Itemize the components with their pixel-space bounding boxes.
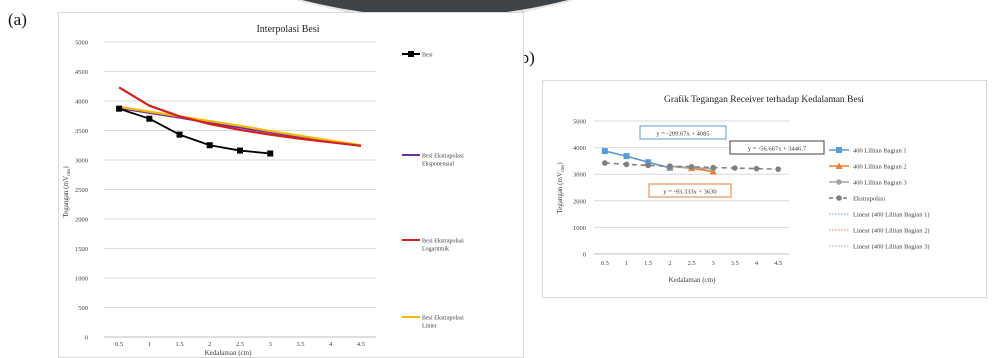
- chart-a-series-besi-ekstrapolasi-logaritmik: [118, 86, 362, 147]
- chart-a-xtick-2: 2: [208, 341, 211, 348]
- chart-b-legend-marker-400-lilitan-bagian-3: [836, 179, 842, 185]
- chart-a-legend-marker-besi: [408, 51, 414, 57]
- chart-b-legend-marker-400-lilitan-bagian-2: [835, 162, 843, 169]
- chart-a-series-besi-ekstrapolasi-linier: [118, 105, 362, 147]
- chart-a-ytick-5000: 5000: [75, 40, 88, 47]
- chart-a-ytick-4500: 4500: [75, 69, 88, 76]
- chart-a-xtick-4-5: 4.5: [357, 341, 365, 348]
- chart-a-iron-interpolation: Interpolasi Besi 0 500 1000 1500 2000 2500 3000…: [58, 12, 524, 358]
- chart-b-point-ekstrapolasi-6: [732, 165, 738, 171]
- chart-b-xtick-4-5: 4.5: [774, 260, 782, 267]
- panel-label-a: (a): [8, 10, 27, 29]
- chart-a-legend-label-besi-ekstrapolasi-linier: Besi Ekstrapolasi Linier: [422, 316, 464, 330]
- chart-b-ytick-3000: 3000: [573, 172, 586, 179]
- chart-b-xtick-3: 3: [712, 260, 715, 267]
- chart-b-xtick-3-5: 3.5: [731, 260, 739, 267]
- chart-a-xtick-0-5: 0.5: [115, 341, 123, 348]
- chart-b-ytick-1000: 1000: [573, 225, 586, 232]
- chart-b-point-ekstrapolasi-4: [688, 163, 695, 170]
- chart-b-legend-label-400-lilitan-bagian-1: 400 Lilitan Bagian 1: [853, 148, 907, 155]
- chart-a-ytick-2000: 2000: [75, 217, 88, 224]
- chart-a-xtick-3: 3: [269, 341, 272, 348]
- chart-b-legend-marker-ekstrapolasi: [836, 195, 842, 201]
- chart-b-equation-box-3: [729, 140, 825, 155]
- chart-a-frame: [58, 12, 524, 358]
- chart-a-ytick-1000: 1000: [75, 276, 88, 283]
- chart-a-ytick-4000: 4000: [75, 99, 88, 106]
- chart-b-ytick-4000: 4000: [573, 145, 586, 152]
- chart-a-ytick-500: 500: [78, 305, 88, 312]
- chart-b-point-ekstrapolasi-5: [710, 164, 716, 171]
- chart-a-point-besi-5: [267, 150, 274, 157]
- chart-b-legend-label-400-lilitan-bagian-3: 400 Lilitan Bagian 3: [853, 180, 907, 187]
- chart-b-point-ekstrapolasi-2: [645, 162, 651, 169]
- chart-b-equation-1: y = -209.67x + 4085: [656, 131, 709, 138]
- chart-b-xtick-4: 4: [755, 260, 759, 267]
- chart-a-xtick-3-5: 3.5: [296, 341, 304, 348]
- chart-a-point-besi-4: [237, 147, 243, 154]
- chart-b-point-ekstrapolasi-7: [753, 165, 760, 172]
- chart-a-legend-label-besi-ekstrapolasi-logaritmik: Besi Ekstrapolasi Logaritmik: [422, 239, 464, 253]
- chart-a-xtick-4: 4: [329, 341, 333, 348]
- chart-a-ytick-3500: 3500: [75, 128, 88, 135]
- chart-a-xtick-1-5: 1.5: [175, 341, 183, 348]
- chart-b-point-ekstrapolasi-1: [623, 161, 630, 168]
- chart-a-series-besi: [118, 107, 271, 155]
- chart-a-point-besi-1: [146, 115, 153, 122]
- chart-a-ytick-1500: 1500: [75, 246, 88, 253]
- chart-b-title: Grafik Tegangan Receiver terhadap Kedala…: [664, 94, 864, 105]
- chart-a-title: Interpolasi Besi: [256, 24, 319, 35]
- chart-b-point-ekstrapolasi-8: [775, 166, 781, 172]
- chart-b-ytick-0: 0: [583, 252, 586, 259]
- chart-b-equation-3: y = -56.667x + 3446.7: [748, 146, 807, 153]
- chart-b-xtick-1-5: 1.5: [644, 260, 652, 267]
- chart-a-point-besi-0: [116, 105, 123, 112]
- chart-a-xlabel: Kedalaman (cm): [205, 349, 253, 357]
- chart-a-xtick-1: 1: [148, 341, 151, 348]
- chart-b-ytick-2000: 2000: [573, 198, 586, 205]
- chart-a-point-besi-2: [176, 131, 183, 138]
- chart-b-equation-box-1: [639, 125, 727, 140]
- chart-b-legend-marker-400-lilitan-bagian-1: [836, 147, 842, 153]
- chart-b-legend-label-linear-400-lilitan-bagian-3: Linear (400 Lilitan Bagian 3): [853, 244, 930, 251]
- chart-b-xtick-2-5: 2.5: [687, 260, 695, 267]
- chart-b-series-ekstrapolasi: [604, 162, 779, 170]
- chart-b-equation-2: y = -93.333x + 3630: [663, 189, 716, 196]
- chart-b-ytick-5000: 5000: [573, 119, 586, 126]
- chart-a-ylabel: Tegangan (mVrms): [62, 166, 72, 218]
- chart-a-ytick-0: 0: [85, 335, 88, 342]
- chart-a-legend-label-besi-ekstrapolasi-eksponensial: Besi Ekstrapolasi Eksponensial: [422, 154, 464, 168]
- chart-b-xtick-1: 1: [625, 260, 628, 267]
- chart-a-point-besi-3: [206, 142, 213, 149]
- chart-a-legend-label-besi: Besi: [422, 53, 433, 59]
- chart-b-point-ekstrapolasi-0: [602, 160, 608, 166]
- chart-b-legend-label-400-lilitan-bagian-2: 400 Lilitan Bagian 2: [853, 164, 907, 171]
- chart-a-ytick-2500: 2500: [75, 187, 88, 194]
- chart-b-point-400-lilitan-bagian-1-1: [623, 153, 630, 160]
- chart-b-point-400-lilitan-bagian-1-0: [601, 148, 608, 155]
- chart-b-ylabel: Tegangan (mVrms): [556, 162, 566, 214]
- chart-b-legend-label-linear-400-lilitan-bagian-1: Linear (400 Lilitan Bagian 1): [853, 212, 930, 219]
- chart-b-legend-label-linear-400-lilitan-bagian-2: Linear (400 Lilitan Bagian 2): [853, 228, 930, 235]
- chart-b-point-400-lilitan-bagian-1-2: [645, 159, 652, 166]
- chart-b-receiver-voltage: Grafik Tegangan Receiver terhadap Kedala…: [542, 80, 987, 298]
- chart-a-ytick-3000: 3000: [75, 158, 88, 165]
- chart-b-legend-label-ekstrapolasi: Ekstrapolasi: [853, 196, 885, 203]
- chart-b-xtick-0-5: 0.5: [601, 260, 609, 267]
- chart-b-point-ekstrapolasi-3: [667, 163, 673, 170]
- chart-b-equation-box-2: [648, 183, 732, 198]
- chart-a-xtick-2-5: 2.5: [236, 341, 244, 348]
- chart-b-xlabel: Kedalaman (cm): [669, 276, 717, 284]
- chart-b-xtick-2: 2: [668, 260, 671, 267]
- chart-b-frame: [542, 80, 987, 298]
